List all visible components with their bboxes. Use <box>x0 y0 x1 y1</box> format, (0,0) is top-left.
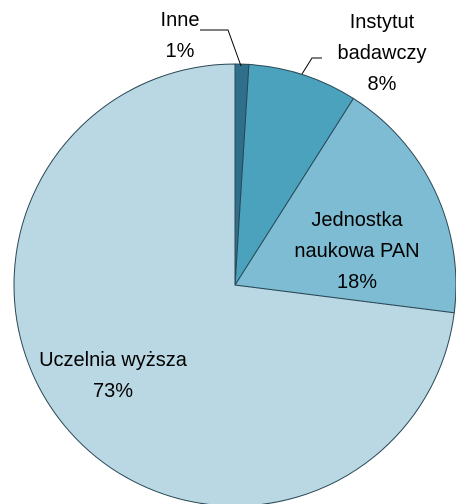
pie-slice <box>234 63 250 286</box>
value-label: 1% <box>165 40 195 62</box>
leader-line <box>301 57 322 75</box>
slice-label: Instytut badawczy 8% <box>322 7 442 100</box>
category-label: Uczelnia wyższa <box>39 349 187 371</box>
category-label: Jednostka naukowa PAN <box>294 209 420 262</box>
category-label: Instytut badawczy <box>337 11 427 64</box>
value-label: 8% <box>367 73 397 95</box>
pie-slice <box>13 63 455 504</box>
pie-slice <box>234 63 355 286</box>
leader-line <box>200 29 242 67</box>
slice-label: Uczelnia wyższa 73% <box>38 345 188 407</box>
slice-label: Inne 1% <box>120 5 240 67</box>
value-label: 18% <box>336 271 378 293</box>
value-label: 73% <box>92 380 134 402</box>
category-label: Inne <box>160 9 200 31</box>
slice-label: Jednostka naukowa PAN 18% <box>272 205 442 298</box>
